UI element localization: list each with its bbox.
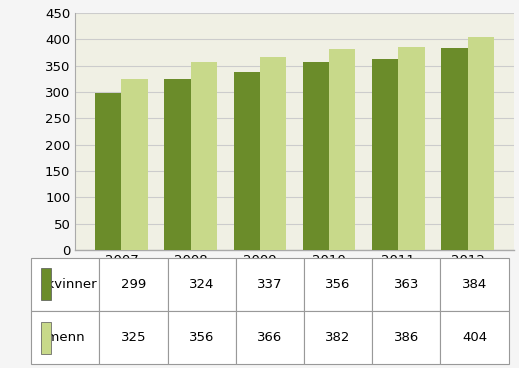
Bar (95, 92, 121, 250)
Bar (190, 63, 217, 250)
Bar (121, 79, 148, 250)
Bar (372, 59, 399, 250)
Bar (399, 47, 425, 250)
Bar (40, 322, 51, 354)
Bar (468, 37, 494, 250)
Bar (303, 63, 329, 250)
Bar (40, 268, 51, 300)
Bar (441, 48, 468, 250)
Bar (260, 57, 286, 250)
Bar (165, 79, 190, 250)
Bar (329, 49, 356, 250)
Bar (234, 72, 260, 250)
